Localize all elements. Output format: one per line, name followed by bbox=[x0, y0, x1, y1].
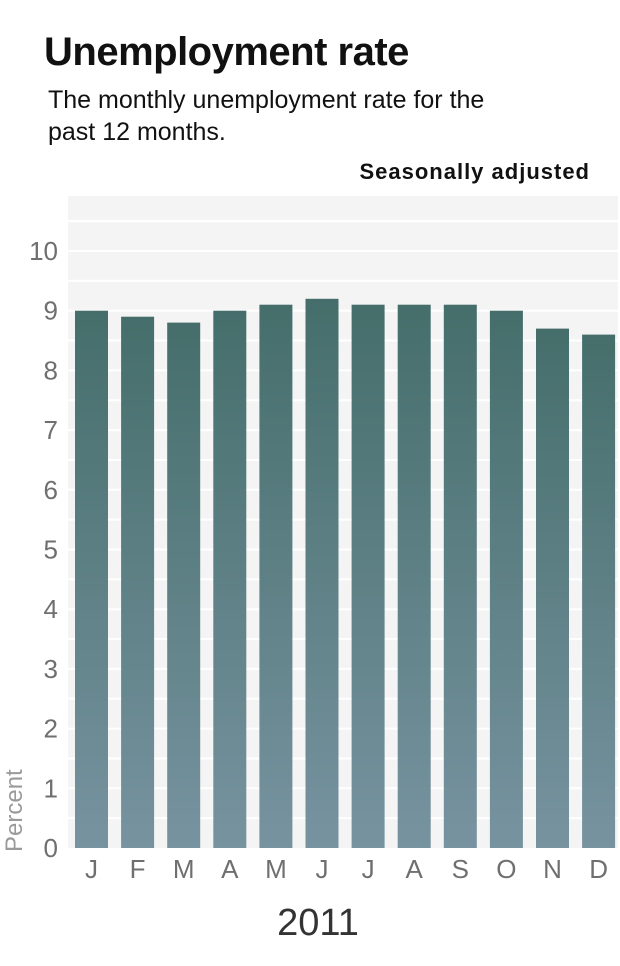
y-tick-label: 0 bbox=[44, 833, 58, 863]
plot-background bbox=[68, 196, 618, 848]
x-tick-label: D bbox=[589, 854, 608, 884]
y-tick-label: 2 bbox=[44, 714, 58, 744]
y-tick-label: 6 bbox=[44, 475, 58, 505]
y-tick-label: 8 bbox=[44, 355, 58, 385]
bar bbox=[75, 310, 108, 848]
bar bbox=[121, 316, 155, 848]
bar bbox=[259, 304, 293, 848]
seasonally-adjusted-note: Seasonally adjusted bbox=[359, 159, 590, 184]
y-tick-label: 5 bbox=[44, 535, 58, 565]
bar bbox=[213, 310, 247, 848]
x-tick-label: F bbox=[130, 854, 146, 884]
y-tick-label: 10 bbox=[29, 236, 58, 266]
x-axis-label: 2011 bbox=[277, 902, 359, 944]
bar bbox=[443, 304, 477, 848]
x-tick-label: J bbox=[362, 854, 375, 884]
bar bbox=[351, 304, 385, 848]
x-tick-label: J bbox=[85, 854, 98, 884]
chart-title: Unemployment rate bbox=[44, 30, 409, 74]
bar bbox=[489, 310, 523, 848]
x-tick-label: M bbox=[265, 854, 287, 884]
x-tick-label: M bbox=[173, 854, 195, 884]
x-tick-label: A bbox=[221, 854, 239, 884]
chart-subtitle: The monthly unemployment rate for the pa… bbox=[48, 86, 485, 146]
y-tick-label: 1 bbox=[44, 773, 58, 803]
y-tick-label: 4 bbox=[44, 594, 58, 624]
x-tick-label: S bbox=[452, 854, 469, 884]
bar bbox=[536, 328, 569, 849]
bar bbox=[397, 304, 431, 848]
bar bbox=[582, 334, 616, 849]
bar bbox=[167, 322, 201, 849]
x-tick-label: J bbox=[316, 854, 329, 884]
x-tick-label: A bbox=[406, 854, 424, 884]
bar bbox=[305, 298, 339, 848]
y-tick-label: 7 bbox=[44, 415, 58, 445]
y-axis-label: Percent bbox=[1, 769, 28, 852]
y-tick-label: 9 bbox=[44, 296, 58, 326]
x-tick-label: N bbox=[543, 854, 562, 884]
x-tick-label: O bbox=[496, 854, 516, 884]
y-tick-label: 3 bbox=[44, 654, 58, 684]
